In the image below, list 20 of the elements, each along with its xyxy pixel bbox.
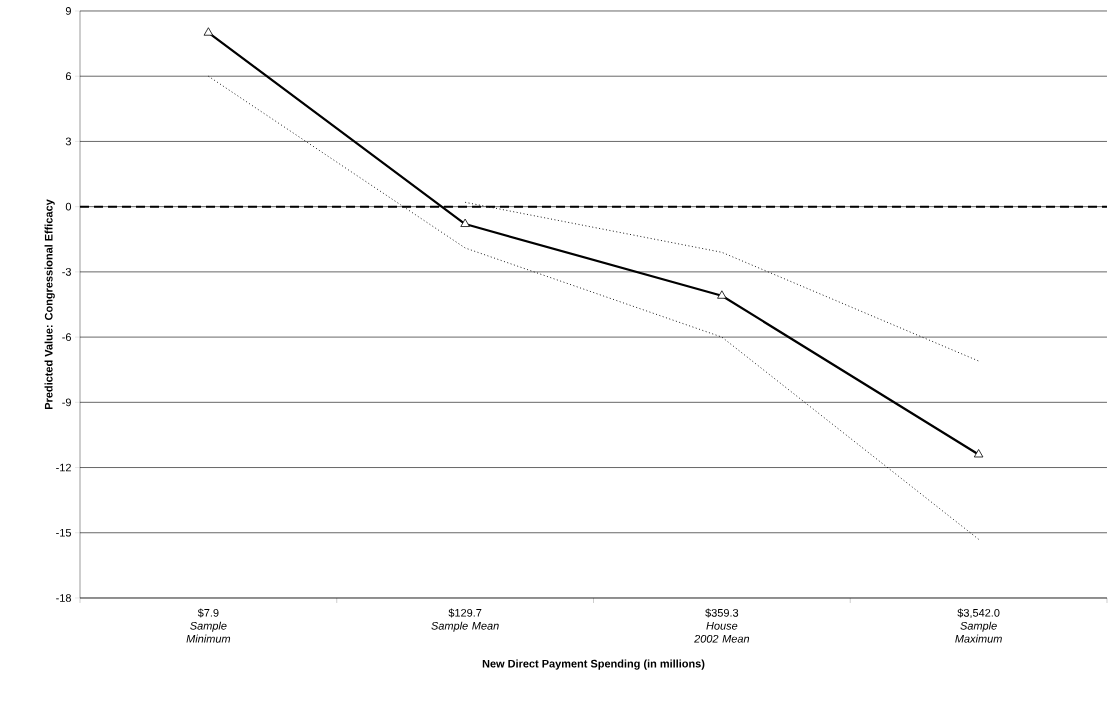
x-tick-label: $7.9 Sample Minimum bbox=[186, 608, 231, 643]
point bbox=[717, 290, 727, 299]
x-tick-label: $359.3 House 2002 Mean bbox=[694, 608, 750, 643]
point bbox=[203, 27, 214, 36]
x-tick-label: $3,542.0 Sample Maximum bbox=[955, 608, 1002, 643]
point bbox=[973, 449, 984, 458]
y-tick-label: 0 bbox=[65, 202, 72, 211]
y-tick-label: -6 bbox=[62, 333, 71, 341]
y-tick-label: -15 bbox=[56, 528, 72, 537]
y-tick-label: -9 bbox=[62, 398, 71, 407]
y-tick-label: -3 bbox=[62, 268, 71, 276]
y-tick-label: 3 bbox=[65, 137, 71, 146]
point bbox=[460, 218, 470, 227]
y-tick-label: 6 bbox=[65, 72, 71, 81]
y-tick-label: 9 bbox=[65, 7, 71, 15]
y-axis-title: Predicted Value: Congressional Efficacy bbox=[44, 199, 55, 410]
x-axis-title: New Direct Payment Spending (in millions) bbox=[482, 659, 705, 670]
x-tick-label: $129.7 Sample Mean bbox=[431, 608, 499, 632]
y-tick-label: -12 bbox=[56, 463, 71, 472]
y-tick-label: -18 bbox=[56, 594, 71, 602]
